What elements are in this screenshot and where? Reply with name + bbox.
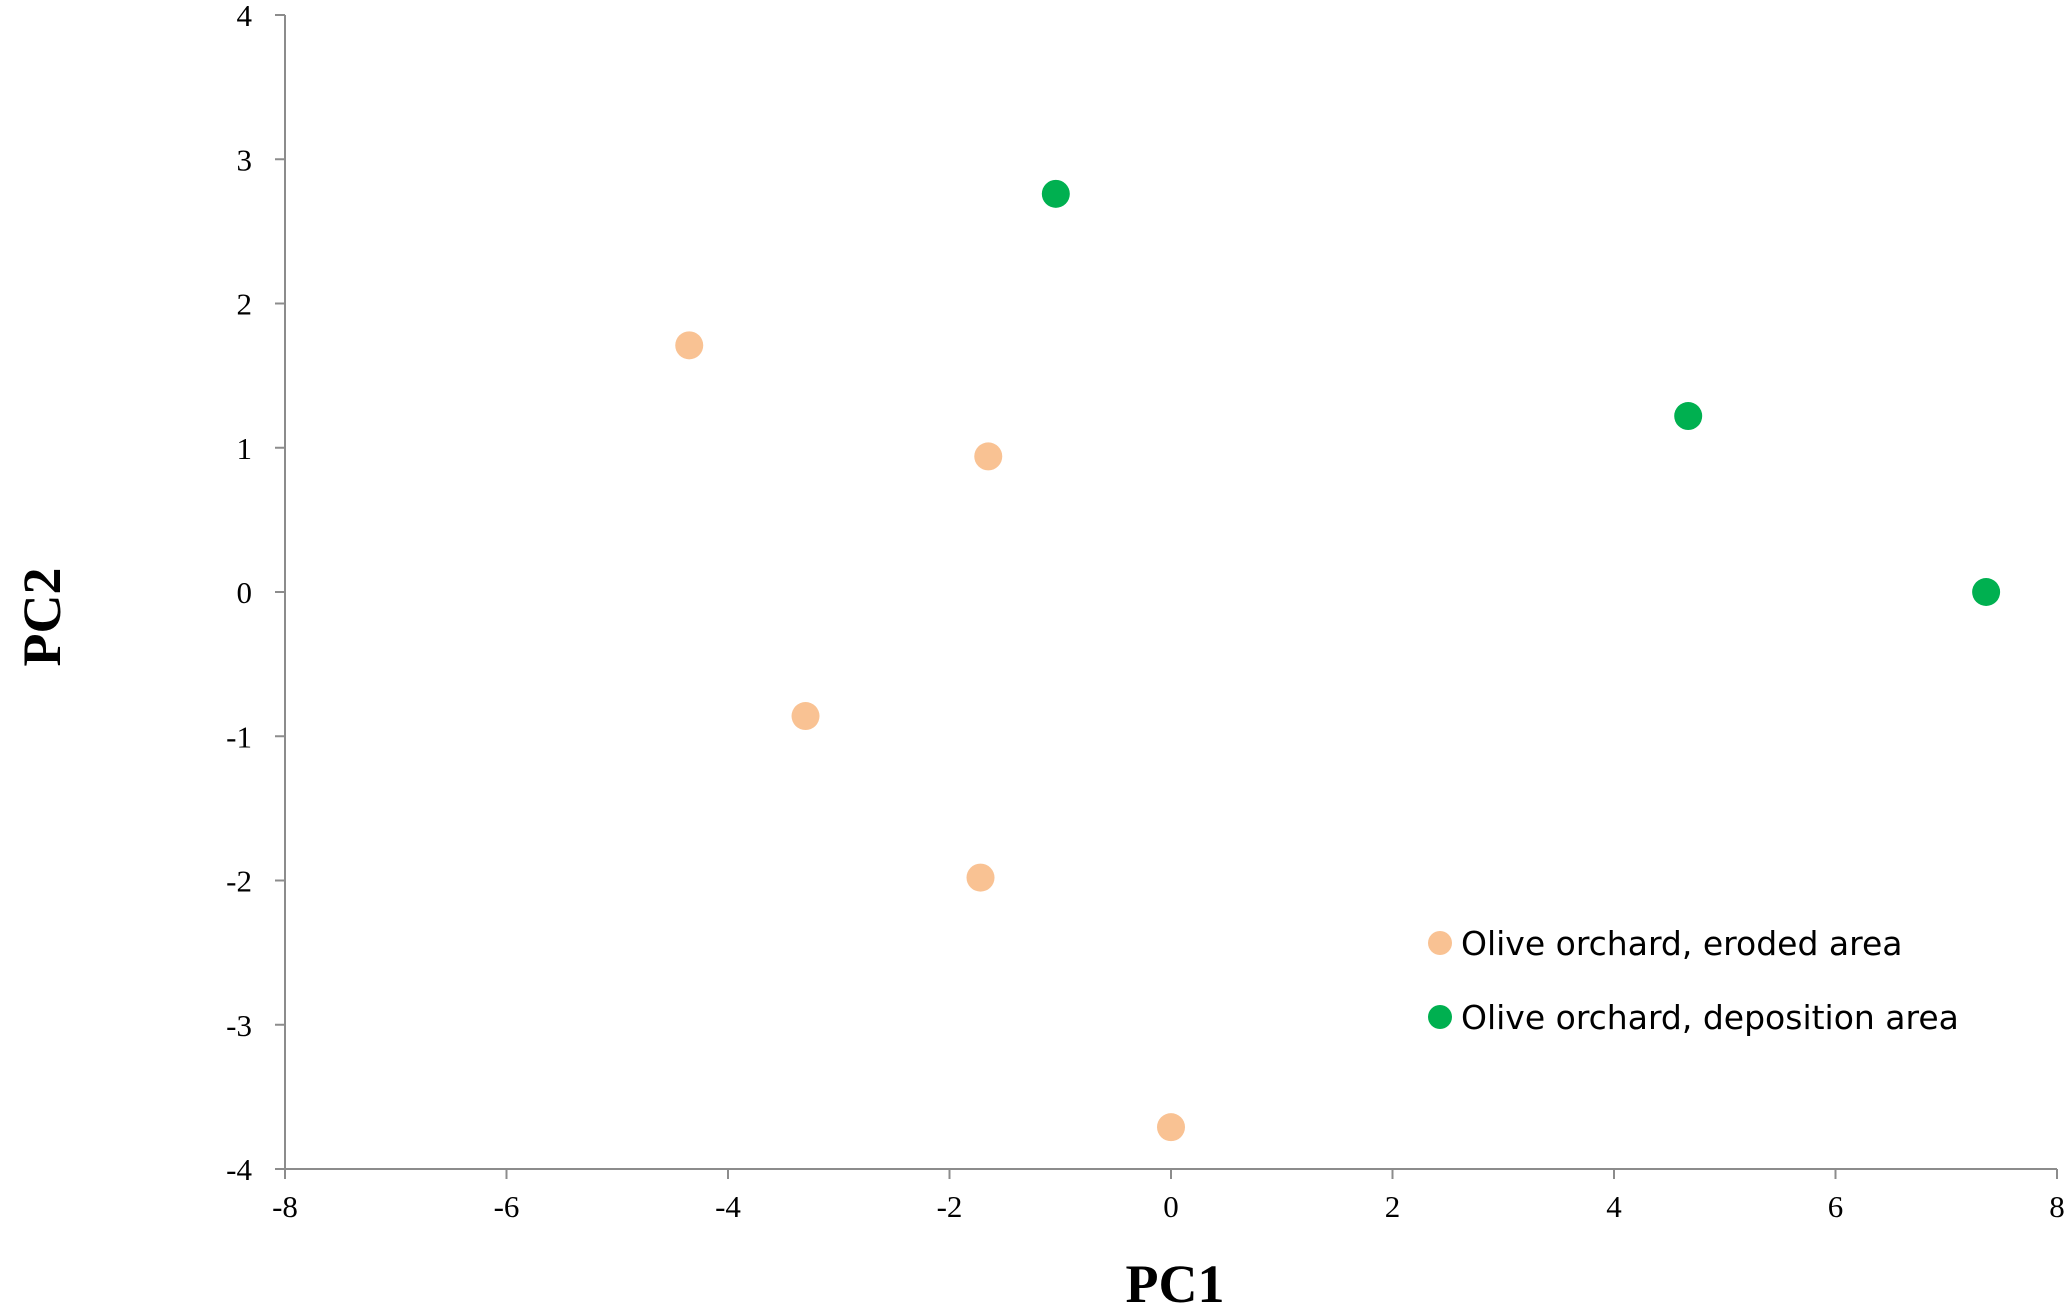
legend-marker-2 (1428, 1005, 1452, 1029)
x-tick-label: -2 (937, 1189, 963, 1224)
x-tick-label: 8 (2049, 1189, 2065, 1224)
y-tick-label: -4 (226, 1152, 252, 1187)
y-tick-label: 1 (237, 431, 253, 466)
x-tick-label: 4 (1606, 1189, 1622, 1224)
y-tick-label: -3 (226, 1008, 252, 1043)
y-axis-title: PC2 (12, 568, 72, 667)
x-axis-title: PC1 (1126, 1254, 1225, 1310)
legend-marker-1 (1428, 931, 1452, 955)
x-tick-label: -8 (272, 1189, 298, 1224)
x-tick-label: 0 (1163, 1189, 1179, 1224)
y-tick-label: 4 (237, 0, 253, 33)
data-point-series-2 (1674, 402, 1703, 431)
data-point-series-1 (966, 863, 995, 892)
y-tick-label: 0 (237, 575, 253, 610)
x-tick-label: 2 (1385, 1189, 1401, 1224)
legend: Olive orchard, eroded area Olive orchard,… (1428, 924, 1959, 1037)
legend-label-2: Olive orchard, deposition area (1461, 998, 1959, 1037)
y-tick-label: -2 (226, 864, 252, 899)
data-point-series-2 (1972, 578, 2001, 606)
x-tick-label: -4 (715, 1189, 741, 1224)
tick-labels: -8 -6 -4 -2 0 2 4 6 8 -4 -3 -2 -1 0 1 2 3 4 (226, 0, 2065, 1224)
y-tick-label: 2 (237, 287, 253, 322)
axes (275, 14, 2058, 1179)
data-point-series-1 (791, 702, 820, 731)
x-tick-label: -6 (494, 1189, 520, 1224)
data-point-series-1 (675, 331, 704, 360)
data-point-series-1 (974, 442, 1003, 471)
legend-label-1: Olive orchard, eroded area (1461, 924, 1902, 963)
x-tick-label: 6 (1828, 1189, 1844, 1224)
data-points (675, 179, 2001, 1142)
data-point-series-2 (1041, 179, 1070, 208)
y-tick-label: -1 (226, 719, 252, 754)
data-point-series-1 (1157, 1113, 1185, 1142)
y-tick-label: 3 (237, 142, 253, 177)
